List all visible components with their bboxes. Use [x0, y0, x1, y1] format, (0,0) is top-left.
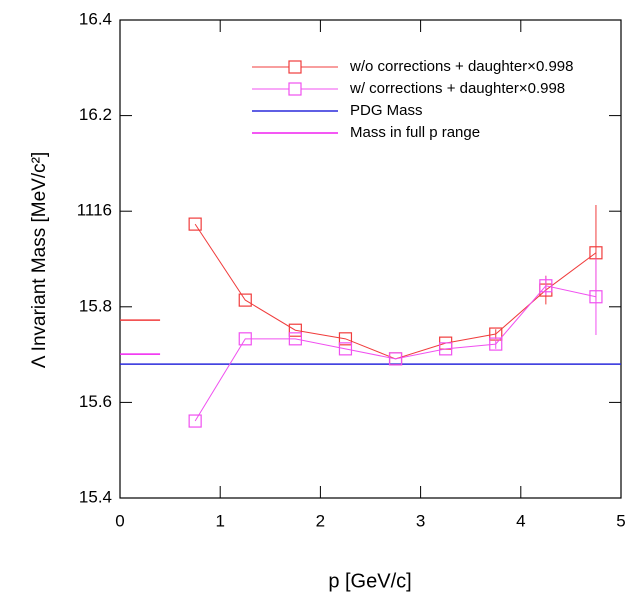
marker: [589, 246, 603, 260]
marker: [439, 342, 453, 356]
marker: [489, 337, 503, 351]
legend-marker: [288, 82, 302, 96]
x-tick-label: 3: [416, 511, 425, 530]
y-tick-label: 1116: [77, 201, 112, 220]
x-tick-label: 4: [516, 511, 525, 530]
x-tick-label: 5: [616, 511, 625, 530]
legend-label: w/ corrections + daughter×0.998: [349, 80, 565, 97]
marker: [188, 414, 202, 428]
legend-marker: [288, 60, 302, 74]
series-line: [194, 285, 597, 422]
marker: [539, 279, 553, 293]
x-tick-label: 2: [316, 511, 325, 530]
marker: [238, 293, 252, 307]
plot-frame: [119, 19, 622, 499]
y-tick-label: 16.4: [79, 9, 112, 28]
x-tick-label: 1: [215, 511, 224, 530]
x-tick-label: 0: [115, 511, 124, 530]
y-tick-label: 16.2: [79, 105, 112, 124]
legend-label: w/o corrections + daughter×0.998: [349, 58, 573, 75]
marker: [288, 332, 302, 346]
x-axis-label: p [GeV/c]: [328, 570, 411, 592]
y-tick-label: 15.8: [79, 296, 112, 315]
marker: [338, 342, 353, 356]
marker: [238, 332, 252, 346]
marker: [388, 352, 403, 366]
marker: [589, 290, 603, 304]
legend-label: Mass in full p range: [350, 124, 480, 141]
legend-label: PDG Mass: [350, 102, 423, 119]
y-axis-label: Λ Invariant Mass [MeV/c²]: [29, 152, 50, 368]
y-tick-label: 15.6: [79, 392, 112, 411]
marker: [188, 217, 202, 231]
y-tick-label: 15.4: [79, 487, 112, 506]
marker: [338, 332, 353, 346]
marker: [288, 323, 302, 337]
